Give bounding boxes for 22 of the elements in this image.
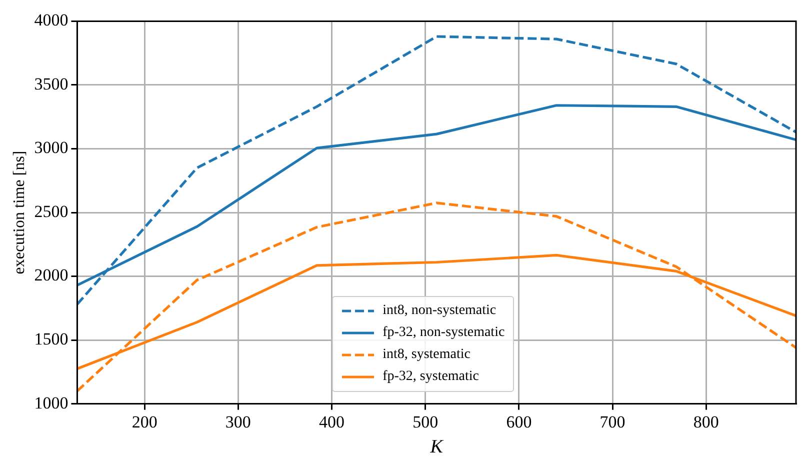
legend-label: fp-32, systematic <box>382 368 480 386</box>
x-axis-title: K <box>429 436 444 458</box>
x-tick-label: 400 <box>319 412 345 432</box>
y-tick-label: 1500 <box>34 330 68 348</box>
legend-label: int8, systematic <box>382 346 470 364</box>
legend-label: fp-32, non-systematic <box>382 324 505 342</box>
x-tick-label: 500 <box>412 412 438 432</box>
y-tick-label: 3000 <box>34 138 68 158</box>
x-tick-label: 700 <box>600 412 626 432</box>
y-tick-label: 2000 <box>34 266 68 285</box>
line-series <box>77 202 796 392</box>
y-tick-label: 3500 <box>34 74 68 94</box>
y-axis-title: execution time [ns] <box>10 150 28 274</box>
y-tick-label: 2500 <box>34 202 68 221</box>
x-tick-label: 200 <box>132 412 158 432</box>
x-tick-label: 600 <box>506 412 532 432</box>
y-tick-label: 4000 <box>34 10 68 30</box>
x-tick-label: 800 <box>693 412 719 432</box>
x-tick-label: 300 <box>225 412 251 432</box>
legend-label: int8, non-systematic <box>382 302 496 320</box>
line-series <box>77 35 796 306</box>
y-tick-label: 1000 <box>34 393 68 412</box>
